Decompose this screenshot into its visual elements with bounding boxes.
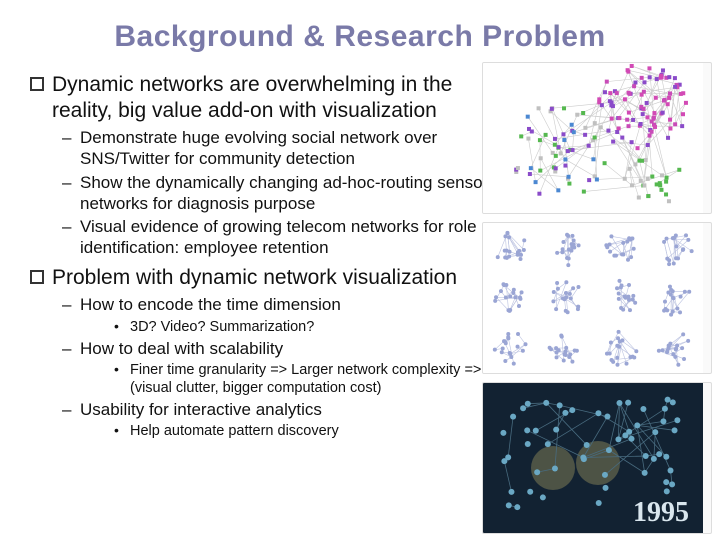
bullet-marker-dash: – [62,127,74,148]
bullet-marker-dash: – [62,216,74,237]
bullet-l3-text: 3D? Video? Summarization? [130,318,314,336]
bullet-l1-text: Problem with dynamic network visualizati… [52,265,457,291]
bullet-marker-dash: – [62,399,74,420]
bullet-marker-dash: – [62,172,74,193]
bullet-l1-text: Dynamic networks are overwhelming in the… [52,72,482,123]
bullet-marker-dot: • [114,422,124,440]
bullet-marker-dot: • [114,318,124,336]
bullet-l2-text: Demonstrate huge evolving social network… [80,127,500,170]
bullet-l3-text: Help automate pattern discovery [130,422,339,440]
bullet-l2-text: Show the dynamically changing ad-hoc-rou… [80,172,500,215]
bullet-l2-text: Usability for interactive analytics [80,399,322,420]
figure-column: 1995 [482,62,712,534]
bullet-marker-dash: – [62,338,74,359]
bullet-marker-dot: • [114,361,124,379]
bullet-marker-square [30,77,44,91]
slide-title: Background & Research Problem [30,20,690,54]
bullet-marker-square [30,270,44,284]
figure-network-grid [482,222,712,374]
text-column: Dynamic networks are overwhelming in the… [30,72,510,447]
figure-network-dark: 1995 [482,382,712,534]
bullet-l3-text: Finer time granularity => Larger network… [130,361,510,397]
bullet-l2-text: How to deal with scalability [80,338,283,359]
figure-year-label: 1995 [633,497,689,529]
bullet-list: Dynamic networks are overwhelming in the… [30,72,510,441]
bullet-marker-dash: – [62,294,74,315]
bullet-l2-text: Visual evidence of growing telecom netwo… [80,216,500,259]
slide: Background & Research Problem Dynamic ne… [0,0,720,540]
bullet-l2-text: How to encode the time dimension [80,294,341,315]
figure-network-colored [482,62,712,214]
